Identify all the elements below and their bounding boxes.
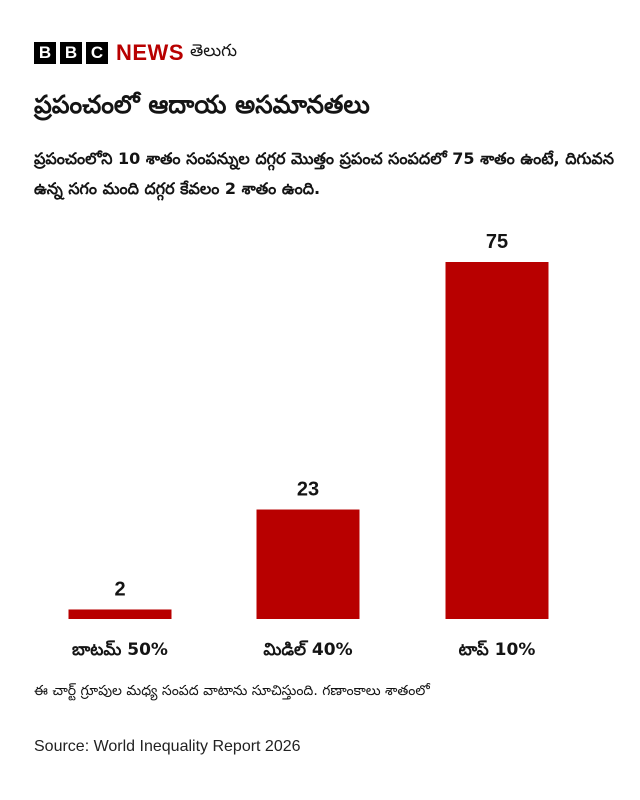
bar-chart: 2 బాటమ్ 50% 23 మిడిల్ 40% 75 టాప్ 10%: [68, 231, 549, 660]
chart-source: Source: World Inequality Report 2026: [34, 738, 301, 755]
category-label-2: టాప్ 10%: [459, 640, 536, 660]
bar-0: [68, 609, 172, 619]
category-label-0: బాటమ్ 50%: [72, 640, 168, 660]
data-label-2: 75: [486, 231, 508, 253]
bar-1: [256, 509, 360, 619]
chart-title: ప్రపంచంలో ఆదాయ అసమానతలు: [34, 90, 370, 119]
logo-news: NEWS: [116, 40, 184, 65]
data-label-0: 2: [114, 578, 125, 600]
chart-note: ఈ చార్ట్ గ్రూపుల మధ్య సంపద వాటాను సూచిస్…: [34, 683, 430, 699]
logo-letter-c: C: [86, 42, 108, 64]
logo-language: తెలుగు: [190, 41, 237, 61]
logo-letter-b1: B: [34, 42, 56, 64]
category-label-1: మిడిల్ 40%: [263, 640, 352, 660]
data-label-1: 23: [297, 479, 319, 501]
chart-subtitle: ప్రపంచంలోని 10 శాతం సంపన్నుల దగ్గర మొత్త…: [34, 149, 614, 198]
bbc-news-logo: B B C NEWS తెలుగు: [34, 40, 237, 66]
logo-letter-b2: B: [60, 42, 82, 64]
bar-2: [445, 262, 549, 619]
